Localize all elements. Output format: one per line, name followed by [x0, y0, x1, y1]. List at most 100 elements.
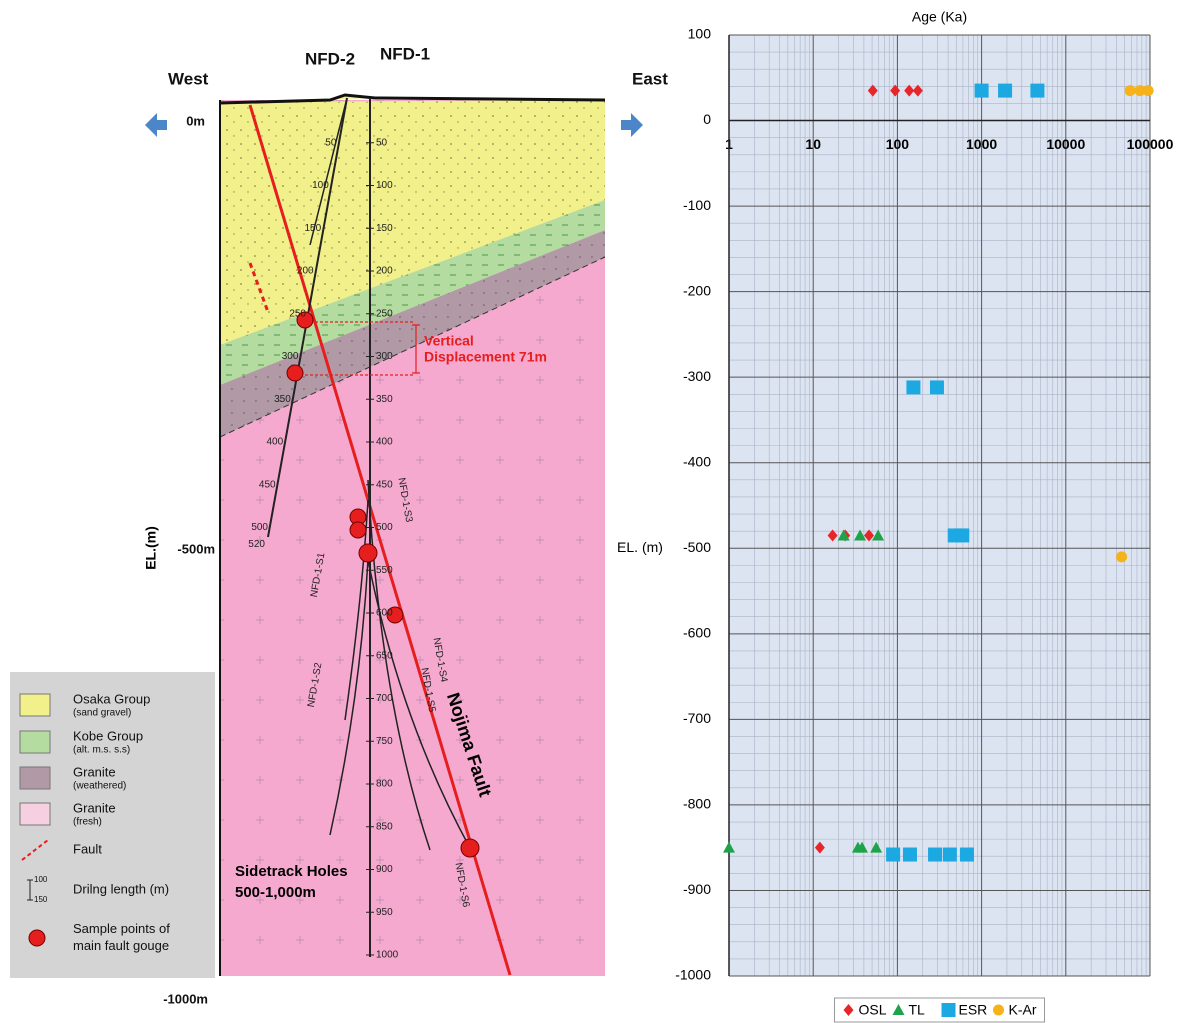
depth-number: 150 — [305, 223, 322, 234]
legend-marker — [993, 1005, 1004, 1016]
depth-number: 400 — [267, 437, 284, 448]
depth-number: 300 — [282, 351, 299, 362]
depth-number: 350 — [274, 394, 291, 405]
nfd2-label: NFD-2 — [305, 49, 355, 68]
point — [1143, 85, 1154, 96]
y-tick-label: -700 — [683, 710, 711, 726]
legend-title: Fault — [73, 841, 102, 856]
el-label: EL.(m) — [143, 526, 159, 570]
depth-label: -500m — [177, 541, 215, 556]
depth-number: 500 — [251, 522, 268, 533]
legend-label: ESR — [959, 1002, 988, 1018]
vertical-label: Vertical — [424, 333, 474, 349]
legend-title: Granite — [73, 764, 116, 779]
legend-swatch — [20, 803, 50, 825]
y-tick-label: -900 — [683, 881, 711, 897]
y-tick-label: -100 — [683, 197, 711, 213]
depth-number: 200 — [297, 266, 314, 277]
depth-number: 1000 — [376, 950, 399, 961]
depth-number: 850 — [376, 821, 393, 832]
legend-swatch — [20, 731, 50, 753]
depth-number: 100 — [312, 180, 329, 191]
y-tick-label: -500 — [683, 539, 711, 555]
legend-swatch — [20, 694, 50, 716]
legend-box: Osaka Group (sand gravel) Kobe Group (al… — [10, 672, 215, 978]
chart: -1000-900-800-700-600-500-400-300-200-10… — [617, 9, 1174, 1022]
y-tick-label: -600 — [683, 625, 711, 641]
depth-number: 400 — [376, 437, 393, 448]
point — [886, 848, 900, 862]
depth-number: 50 — [376, 137, 388, 148]
y-tick-label: -800 — [683, 796, 711, 812]
depth-number: 700 — [376, 693, 393, 704]
plot-area — [729, 35, 1150, 976]
depth-number: 50 — [325, 137, 337, 148]
depth-number: 200 — [376, 266, 393, 277]
nfd1-label: NFD-1 — [380, 44, 430, 63]
depth-number: 650 — [376, 650, 393, 661]
depth-number: 350 — [376, 394, 393, 405]
legend-title: Kobe Group — [73, 728, 143, 743]
point — [930, 380, 944, 394]
y-tick-label: -400 — [683, 453, 711, 469]
y-tick-label: -300 — [683, 368, 711, 384]
point — [955, 528, 969, 542]
depth-label: -1000m — [163, 991, 208, 1006]
x-tick-label: 100 — [886, 136, 910, 152]
point — [943, 848, 957, 862]
depth-number: 450 — [259, 479, 276, 490]
legend-title: Osaka Group — [73, 691, 150, 706]
depth-number: 900 — [376, 864, 393, 875]
point — [1030, 84, 1044, 98]
depth-number: 800 — [376, 779, 393, 790]
legend-swatch — [20, 767, 50, 789]
legend-sample — [29, 930, 45, 946]
chart-title: Age (Ka) — [912, 9, 967, 25]
y-axis-label: EL. (m) — [617, 539, 663, 555]
depth-number: 150 — [376, 223, 393, 234]
legend-sub: (fresh) — [73, 817, 102, 828]
point — [975, 84, 989, 98]
legend-label: OSL — [859, 1002, 887, 1018]
y-tick-label: 100 — [688, 26, 712, 42]
point — [998, 84, 1012, 98]
depth-number: 250 — [376, 308, 393, 319]
y-tick-label: 0 — [703, 111, 711, 127]
depth-number: 550 — [376, 565, 393, 576]
west-label: West — [168, 69, 209, 88]
legend-marker — [942, 1003, 956, 1017]
depth-number: 500 — [376, 522, 393, 533]
legend-sub: (alt. m.s. s.s) — [73, 745, 130, 756]
legend-title: Granite — [73, 800, 116, 815]
sidetrack-label: 500-1,000m — [235, 884, 316, 901]
page: West East NFD-2 NFD-1 0m -500m -1000m EL… — [0, 0, 1192, 1023]
legend-label: K-Ar — [1009, 1002, 1037, 1018]
depth-number: 950 — [376, 907, 393, 918]
west-arrow — [145, 113, 167, 137]
depth-number: 520 — [248, 539, 265, 550]
depth-number: 100 — [376, 180, 393, 191]
legend-label: TL — [909, 1002, 926, 1018]
depth-number: 300 — [376, 351, 393, 362]
point — [906, 380, 920, 394]
legend-scale: 150 — [34, 895, 48, 904]
x-tick-label: 100000 — [1127, 136, 1174, 152]
depth-number: 750 — [376, 736, 393, 747]
east-arrow — [621, 113, 643, 137]
depth-number: 250 — [289, 308, 306, 319]
east-label: East — [632, 69, 668, 88]
point — [1116, 551, 1127, 562]
sidetrack-label: Sidetrack Holes — [235, 863, 348, 880]
cross-section: West East NFD-2 NFD-1 0m -500m -1000m EL… — [143, 44, 669, 1006]
legend-sub: (weathered) — [73, 781, 126, 792]
y-tick-label: -1000 — [675, 967, 711, 983]
y-tick-label: -200 — [683, 282, 711, 298]
x-tick-label: 10 — [805, 136, 821, 152]
point — [960, 848, 974, 862]
legend-title: Drilng length (m) — [73, 881, 169, 896]
point — [928, 848, 942, 862]
displacement-label: Displacement 71m — [424, 349, 547, 365]
depth-number: 600 — [376, 608, 393, 619]
x-tick-label: 10000 — [1046, 136, 1085, 152]
depth-number: 450 — [376, 479, 393, 490]
